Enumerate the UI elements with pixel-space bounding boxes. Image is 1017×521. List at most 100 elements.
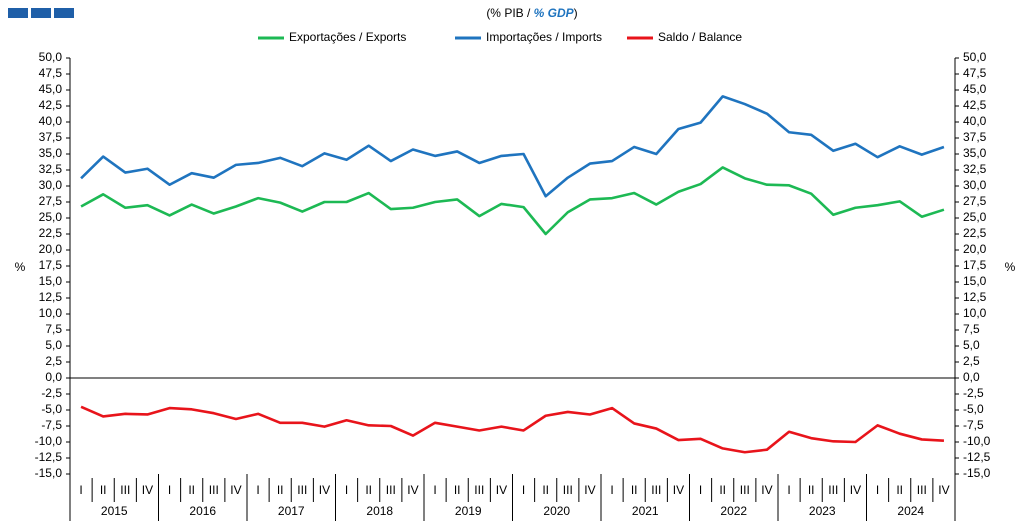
year-label: 2015 bbox=[101, 504, 128, 518]
y-tick-label: 2,5 bbox=[45, 354, 62, 368]
x-tick-label: III bbox=[651, 483, 661, 497]
y2-tick-label: 47,5 bbox=[963, 66, 987, 80]
subtitle-part: (% PIB / bbox=[486, 6, 533, 20]
x-tick-label: I bbox=[787, 483, 790, 497]
y2-tick-label: 25,0 bbox=[963, 210, 987, 224]
y-axis-label: % bbox=[15, 260, 26, 274]
y2-tick-label: 20,0 bbox=[963, 242, 987, 256]
y-tick-label: -10,0 bbox=[35, 434, 63, 448]
x-tick-label: I bbox=[522, 483, 525, 497]
y-tick-label: 20,0 bbox=[39, 242, 63, 256]
logo bbox=[31, 8, 51, 18]
y-tick-label: 40,0 bbox=[39, 114, 63, 128]
x-tick-label: IV bbox=[584, 483, 595, 497]
subtitle: (% PIB / % GDP) bbox=[486, 6, 577, 20]
x-tick-label: III bbox=[917, 483, 927, 497]
y2-tick-label: 35,0 bbox=[963, 146, 987, 160]
y2-tick-label: 45,0 bbox=[963, 82, 987, 96]
x-tick-label: III bbox=[563, 483, 573, 497]
y-tick-label: 35,0 bbox=[39, 146, 63, 160]
x-tick-label: IV bbox=[230, 483, 241, 497]
year-label: 2020 bbox=[543, 504, 570, 518]
subtitle-part: % GDP bbox=[534, 6, 575, 20]
x-tick-label: IV bbox=[319, 483, 330, 497]
y2-tick-label: 12,5 bbox=[963, 290, 987, 304]
x-tick-label: IV bbox=[673, 483, 684, 497]
year-label: 2019 bbox=[455, 504, 482, 518]
y2-tick-label: 27,5 bbox=[963, 194, 987, 208]
y-tick-label: 37,5 bbox=[39, 130, 63, 144]
y-tick-label: 7,5 bbox=[45, 322, 62, 336]
series-line bbox=[80, 166, 945, 236]
legend-label: Saldo / Balance bbox=[658, 30, 742, 44]
y-tick-label: 12,5 bbox=[39, 290, 63, 304]
x-tick-label: II bbox=[808, 483, 815, 497]
logo bbox=[54, 8, 74, 18]
y2-tick-label: 2,5 bbox=[963, 354, 980, 368]
x-tick-label: II bbox=[188, 483, 195, 497]
y2-tick-label: 17,5 bbox=[963, 258, 987, 272]
x-tick-label: IV bbox=[142, 483, 153, 497]
y-tick-label: -12,5 bbox=[35, 450, 63, 464]
y-tick-label: 22,5 bbox=[39, 226, 63, 240]
x-tick-label: IV bbox=[850, 483, 861, 497]
legend-label: Exportações / Exports bbox=[289, 30, 406, 44]
y-tick-label: 0,0 bbox=[45, 370, 62, 384]
y2-tick-label: 42,5 bbox=[963, 98, 987, 112]
y-tick-label: 42,5 bbox=[39, 98, 63, 112]
y-tick-label: 30,0 bbox=[39, 178, 63, 192]
y2-tick-label: 32,5 bbox=[963, 162, 987, 176]
y2-tick-label: 50,0 bbox=[963, 50, 987, 64]
year-label: 2024 bbox=[897, 504, 924, 518]
x-tick-label: II bbox=[277, 483, 284, 497]
x-tick-label: IV bbox=[496, 483, 507, 497]
y2-tick-label: 15,0 bbox=[963, 274, 987, 288]
y-tick-label: 27,5 bbox=[39, 194, 63, 208]
y-tick-label: 5,0 bbox=[45, 338, 62, 352]
subtitle-part: ) bbox=[574, 6, 578, 20]
x-tick-label: III bbox=[209, 483, 219, 497]
logo bbox=[8, 8, 28, 18]
y2-tick-label: 37,5 bbox=[963, 130, 987, 144]
year-label: 2021 bbox=[632, 504, 659, 518]
y-tick-label: -5,0 bbox=[41, 402, 62, 416]
y-tick-label: 10,0 bbox=[39, 306, 63, 320]
x-tick-label: II bbox=[542, 483, 549, 497]
year-label: 2017 bbox=[278, 504, 305, 518]
series-line bbox=[80, 95, 945, 198]
x-tick-label: IV bbox=[761, 483, 772, 497]
x-tick-label: I bbox=[876, 483, 879, 497]
y-tick-label: 45,0 bbox=[39, 82, 63, 96]
x-tick-label: IV bbox=[938, 483, 949, 497]
x-tick-label: I bbox=[256, 483, 259, 497]
y2-tick-label: -10,0 bbox=[963, 434, 991, 448]
y2-tick-label: 10,0 bbox=[963, 306, 987, 320]
y2-tick-label: -15,0 bbox=[963, 466, 991, 480]
y-tick-label: 47,5 bbox=[39, 66, 63, 80]
x-tick-label: IV bbox=[407, 483, 418, 497]
x-tick-label: I bbox=[433, 483, 436, 497]
y2-tick-label: 5,0 bbox=[963, 338, 980, 352]
x-tick-label: II bbox=[719, 483, 726, 497]
x-tick-label: I bbox=[610, 483, 613, 497]
x-tick-label: II bbox=[365, 483, 372, 497]
x-tick-label: I bbox=[79, 483, 82, 497]
x-tick-label: III bbox=[828, 483, 838, 497]
year-label: 2023 bbox=[809, 504, 836, 518]
x-tick-label: II bbox=[631, 483, 638, 497]
x-tick-label: III bbox=[740, 483, 750, 497]
y-tick-label: -15,0 bbox=[35, 466, 63, 480]
y-tick-label: 32,5 bbox=[39, 162, 63, 176]
x-tick-label: II bbox=[454, 483, 461, 497]
x-tick-label: II bbox=[100, 483, 107, 497]
y2-tick-label: 40,0 bbox=[963, 114, 987, 128]
y-tick-label: 50,0 bbox=[39, 50, 63, 64]
y2-tick-label: 22,5 bbox=[963, 226, 987, 240]
legend-label: Importações / Imports bbox=[486, 30, 602, 44]
x-tick-label: III bbox=[474, 483, 484, 497]
y2-axis-label: % bbox=[1005, 260, 1016, 274]
y2-tick-label: -12,5 bbox=[963, 450, 991, 464]
y-tick-label: 15,0 bbox=[39, 274, 63, 288]
y2-tick-label: -5,0 bbox=[963, 402, 984, 416]
